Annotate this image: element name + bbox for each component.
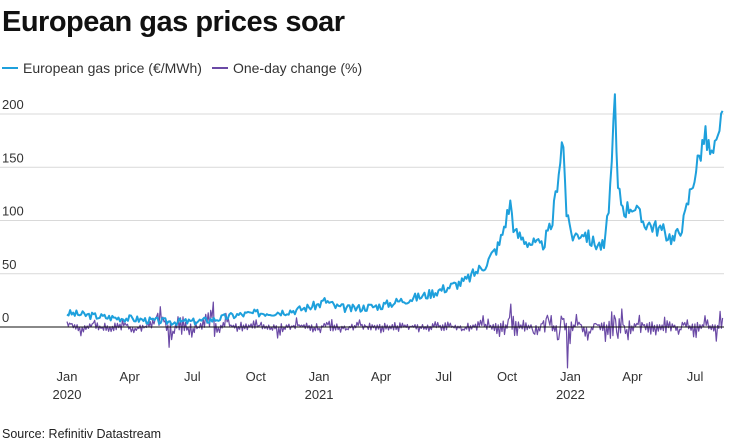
x-tick-year-2022: 2022 [556, 387, 585, 402]
x-tick-label-9: Apr [622, 369, 643, 384]
legend-swatch-price [2, 67, 18, 69]
y-tick-label-50: 50 [2, 257, 16, 272]
x-tick-label-8: Jan [560, 369, 581, 384]
legend-item-price: European gas price (€/MWh) [2, 60, 202, 76]
x-tick-year-2021: 2021 [305, 387, 334, 402]
x-tick-label-0: Jan [57, 369, 78, 384]
x-tick-label-6: Jul [435, 369, 452, 384]
legend-label-change: One-day change (%) [232, 60, 363, 76]
x-tick-label-2: Jul [184, 369, 201, 384]
x-tick-label-1: Apr [120, 369, 141, 384]
x-tick-label-10: Jul [687, 369, 704, 384]
legend-swatch-change [211, 67, 228, 69]
chart-title: European gas prices soar [2, 6, 345, 38]
legend-label-price: European gas price (€/MWh) [23, 60, 202, 76]
x-tick-label-7: Oct [497, 369, 518, 384]
y-tick-label-200: 200 [2, 97, 24, 112]
series-line-gas-price [66, 93, 724, 326]
x-tick-label-3: Oct [246, 369, 267, 384]
y-tick-label-100: 100 [2, 204, 24, 219]
y-tick-label-150: 150 [2, 150, 24, 165]
y-tick-label-0: 0 [2, 310, 9, 325]
source-note: Source: Refinitiv Datastream [2, 427, 162, 441]
x-tick-label-5: Apr [371, 369, 392, 384]
series-line-one-day-change [66, 301, 724, 369]
x-tick-year-2020: 2020 [53, 387, 82, 402]
legend-item-change: One-day change (%) [211, 60, 363, 76]
chart-plot: 0 50 100 150 200 Jan 2020 Apr Jul Oct Jan 2021 Apr Ju… [0, 93, 724, 402]
legend: European gas price (€/MWh) One-day chang… [2, 60, 372, 76]
x-tick-label-4: Jan [309, 369, 330, 384]
